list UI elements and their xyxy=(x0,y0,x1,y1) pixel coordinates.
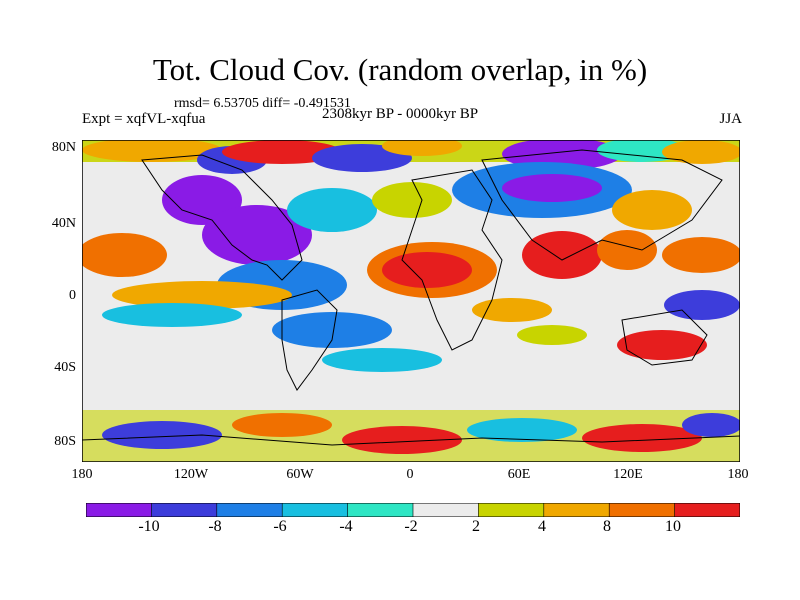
lat-tick-0: 0 xyxy=(69,288,76,303)
period-label: 2308kyr BP - 0000kyr BP xyxy=(322,106,479,122)
colorbar-label: 4 xyxy=(538,518,546,535)
colorbar-cell xyxy=(674,503,740,517)
colorbar-label: -6 xyxy=(273,518,287,535)
page-title: Tot. Cloud Cov. (random overlap, in %) xyxy=(152,52,648,87)
colorbar-label: -8 xyxy=(208,518,222,535)
colorbar-label: -10 xyxy=(138,518,160,535)
lon-tick-0: 0 xyxy=(406,467,414,482)
stats-text: rmsd= 6.53705 diff= -0.491531 xyxy=(174,96,351,111)
anomaly-fields xyxy=(82,140,740,462)
experiment-label: Expt = xqfVL-xqfua xyxy=(82,111,206,127)
lat-tick-80n: 80N xyxy=(51,140,76,155)
colorbar xyxy=(86,503,740,517)
lat-tick-40n: 40N xyxy=(51,216,76,231)
colorbar-cell xyxy=(151,503,218,517)
colorbar-cell xyxy=(608,503,676,517)
colorbar-label: 2 xyxy=(472,518,480,535)
colorbar-label: 8 xyxy=(603,518,611,535)
lat-tick-40s: 40S xyxy=(54,360,76,375)
colorbar-cell xyxy=(412,503,480,517)
season-label: JJA xyxy=(719,111,742,127)
colorbar-label: -2 xyxy=(404,518,418,535)
lon-tick-120e: 120E xyxy=(613,467,643,482)
coastlines xyxy=(82,149,740,446)
colorbar-cell xyxy=(347,503,414,517)
colorbar-cell xyxy=(543,503,610,517)
lat-tick-80s: 80S xyxy=(54,434,76,449)
colorbar-cell xyxy=(86,503,153,517)
colorbar-cell xyxy=(216,503,284,517)
colorbar-cell xyxy=(478,503,545,517)
anomaly-map xyxy=(82,140,740,462)
lon-tick-60e: 60E xyxy=(507,467,531,482)
lon-tick-60w: 60W xyxy=(286,467,314,482)
lon-tick-180w: 180 xyxy=(71,467,93,482)
colorbar-label: 10 xyxy=(665,518,681,535)
colorbar-label: -4 xyxy=(339,518,353,535)
lon-tick-180e: 180 xyxy=(727,467,749,482)
lon-tick-120w: 120W xyxy=(173,467,209,482)
colorbar-cell xyxy=(281,503,349,517)
